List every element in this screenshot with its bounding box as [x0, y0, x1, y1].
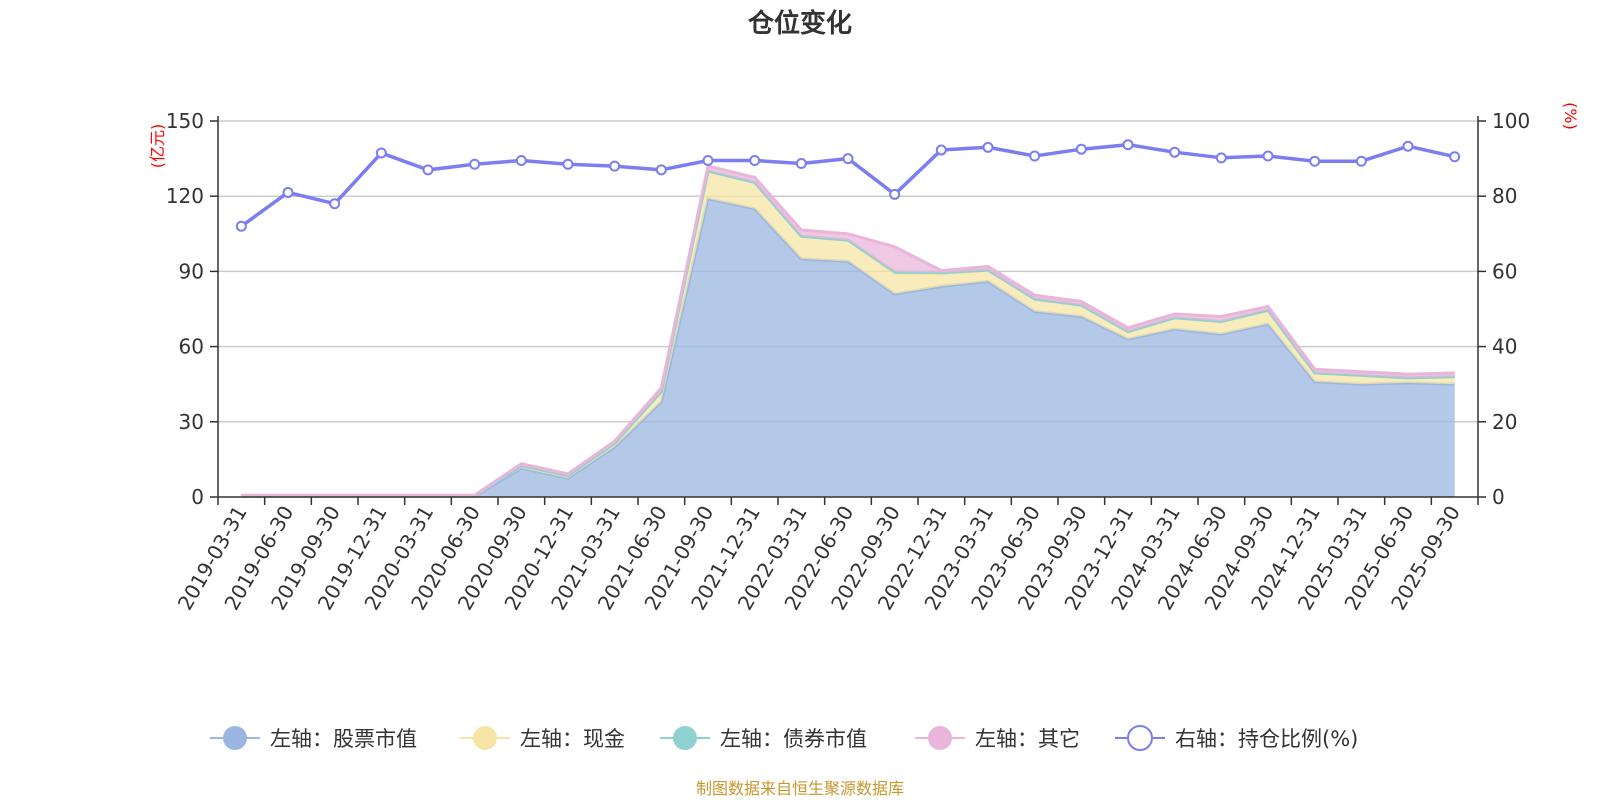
legend-item[interactable]: 左轴：债券市值 — [660, 726, 867, 751]
ratio-point[interactable] — [1355, 155, 1367, 167]
ratio-point[interactable] — [375, 147, 387, 159]
ratio-point[interactable] — [1262, 150, 1274, 162]
chart-title: 仓位变化 — [747, 8, 852, 39]
ratio-point[interactable] — [329, 198, 341, 210]
ratio-point[interactable] — [609, 160, 621, 172]
left-tick-label: 30 — [179, 410, 204, 434]
area-stock — [241, 198, 1455, 497]
ratio-point[interactable] — [235, 220, 247, 232]
legend-item[interactable]: 右轴：持仓比例(%) — [1115, 725, 1358, 751]
ratio-point[interactable] — [1169, 146, 1181, 158]
left-tick-label: 150 — [166, 109, 204, 133]
legend-item[interactable]: 左轴：现金 — [460, 726, 625, 751]
ratio-point[interactable] — [889, 188, 901, 200]
ratio-point[interactable] — [1075, 143, 1087, 155]
left-tick-label: 120 — [166, 184, 204, 208]
legend-label: 左轴：债券市值 — [720, 727, 867, 751]
ratio-point[interactable] — [469, 158, 481, 170]
ratio-point[interactable] — [515, 154, 527, 166]
legend-marker-icon — [928, 726, 952, 750]
ratio-point[interactable] — [282, 186, 294, 198]
legend-item[interactable]: 左轴：其它 — [915, 726, 1080, 751]
ratio-point[interactable] — [1309, 155, 1321, 167]
data-source-note: 制图数据来自恒生聚源数据库 — [696, 779, 904, 798]
ratio-point[interactable] — [982, 141, 994, 153]
ratio-point[interactable] — [1402, 140, 1414, 152]
axes — [217, 116, 1479, 498]
left-y-axis-ticks: 0 30 60 90 120 150 — [166, 109, 218, 509]
x-axis-ticks: 2019-03-312019-06-302019-09-302019-12-31… — [173, 497, 1479, 614]
ratio-point[interactable] — [422, 164, 434, 176]
ratio-point[interactable] — [702, 154, 714, 166]
left-tick-label: 60 — [179, 335, 204, 359]
right-tick-label: 0 — [1492, 485, 1505, 509]
ratio-point[interactable] — [1449, 151, 1461, 163]
legend-label: 左轴：股票市值 — [270, 727, 417, 751]
legend-item[interactable]: 左轴：股票市值 — [210, 726, 417, 751]
left-tick-label: 0 — [191, 485, 204, 509]
ratio-point[interactable] — [842, 153, 854, 165]
ratio-line-series — [235, 139, 1461, 232]
right-tick-label: 100 — [1492, 109, 1530, 133]
right-tick-label: 60 — [1492, 259, 1517, 283]
ratio-point[interactable] — [1029, 150, 1041, 162]
right-tick-label: 80 — [1492, 184, 1517, 208]
area-other-edge — [241, 164, 1455, 497]
legend-label: 左轴：现金 — [520, 727, 625, 751]
right-y-axis-ticks: 0 20 40 60 80 100 — [1478, 109, 1530, 509]
area-series — [241, 164, 1455, 498]
legend-marker-icon — [473, 726, 497, 750]
ratio-point[interactable] — [655, 164, 667, 176]
legend-marker-icon — [673, 726, 697, 750]
legend: 左轴：股票市值 左轴：现金 左轴：债券市值 左轴：其它 右轴：持仓比例(%) — [210, 725, 1358, 751]
left-axis-unit: (亿元) — [148, 124, 167, 169]
left-tick-label: 90 — [179, 259, 204, 283]
right-tick-label: 40 — [1492, 335, 1517, 359]
ratio-point[interactable] — [1122, 139, 1134, 151]
ratio-point[interactable] — [795, 157, 807, 169]
ratio-point[interactable] — [562, 158, 574, 170]
right-axis-unit: (%) — [1561, 102, 1580, 130]
legend-label: 左轴：其它 — [975, 727, 1080, 751]
legend-marker-icon — [223, 726, 247, 750]
right-tick-label: 20 — [1492, 410, 1517, 434]
legend-marker-icon — [1127, 725, 1153, 751]
ratio-point[interactable] — [1215, 152, 1227, 164]
ratio-point[interactable] — [935, 144, 947, 156]
legend-label: 右轴：持仓比例(%) — [1175, 727, 1358, 751]
ratio-point[interactable] — [749, 154, 761, 166]
